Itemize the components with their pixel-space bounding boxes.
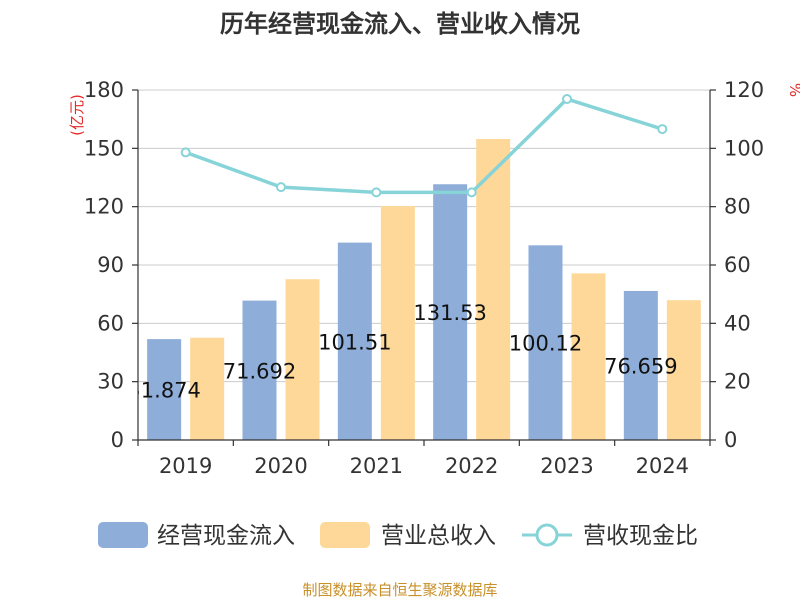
bar-cash-inflow-2021 [337,242,372,440]
left-tick-label: 30 [97,370,124,394]
bar-revenue-2019 [190,337,225,440]
legend: 经营现金流入 营业总收入 营收现金比 [98,522,698,549]
right-tick-label: 80 [724,195,751,219]
data-label-2019: 51.874 [127,379,200,403]
left-tick-label: 90 [97,253,124,277]
right-tick-label: 100 [724,136,764,160]
x-tick-label-2023: 2023 [540,454,593,478]
left-tick-label: 0 [111,428,124,452]
x-tick-label-2022: 2022 [445,454,498,478]
legend-marker-ratio [535,523,559,547]
x-tick-label-2024: 2024 [636,454,689,478]
data-labels: 51.874 71.692 101.51 131.53 100.12 76.659 [127,301,678,403]
data-label-2020: 71.692 [223,359,296,383]
left-axis-unit: (亿元) [68,94,86,136]
bar-revenue-2023 [571,273,606,440]
ratio-point-2023 [562,94,572,105]
ratio-point-2020 [276,182,286,193]
bars [147,139,701,440]
x-tick-label-2020: 2020 [254,454,307,478]
data-label-2023: 100.12 [509,332,582,356]
x-tick-label-2021: 2021 [350,454,403,478]
bar-cash-inflow-2022 [433,184,468,440]
right-tick-label: 0 [724,428,737,452]
legend-swatch-cash-inflow [98,522,148,548]
bar-cash-inflow-2024 [623,290,658,440]
legend-label-revenue: 营业总收入 [381,523,496,549]
ratio-point-2022 [466,187,477,198]
legend-label-cash-inflow: 经营现金流入 [157,523,295,549]
x-tick-label-2019: 2019 [159,454,212,478]
bar-cash-inflow-2019 [147,339,182,440]
gridlines [138,89,710,383]
right-tick-label: 20 [724,370,751,394]
legend-label-ratio: 营收现金比 [583,523,698,549]
data-label-2021: 101.51 [318,330,391,354]
right-tick-label: 120 [724,78,764,102]
ratio-point-2021 [371,187,382,198]
legend-swatch-revenue [320,522,370,548]
bar-cash-inflow-2020 [242,300,277,440]
chart-title: 历年经营现金流入、营业收入情况 [220,10,580,38]
ratio-point-2024 [657,124,668,135]
right-tick-label: 60 [724,253,751,277]
right-tick-label: 40 [724,311,751,335]
bar-revenue-2021 [380,206,415,440]
data-label-2024: 76.659 [604,354,677,378]
ratio-point-2019 [180,147,191,158]
bar-revenue-2024 [666,300,701,440]
bar-revenue-2020 [285,279,320,440]
bar-cash-inflow-2023 [528,245,563,440]
data-label-2022: 131.53 [413,301,486,325]
ratio-line [180,94,668,198]
left-tick-label: 150 [84,136,124,160]
left-tick-label: 120 [84,195,124,219]
axes: 0 30 60 90 120 150 180 0 20 40 60 80 100 120 2019 2020 2… [84,78,764,478]
left-tick-label: 180 [84,78,124,102]
bar-revenue-2022 [476,139,511,440]
source-note: 制图数据来自恒生聚源数据库 [302,581,497,599]
ratio-line-path [185,97,663,195]
left-tick-label: 60 [97,311,124,335]
right-axis-unit: % [786,83,800,97]
